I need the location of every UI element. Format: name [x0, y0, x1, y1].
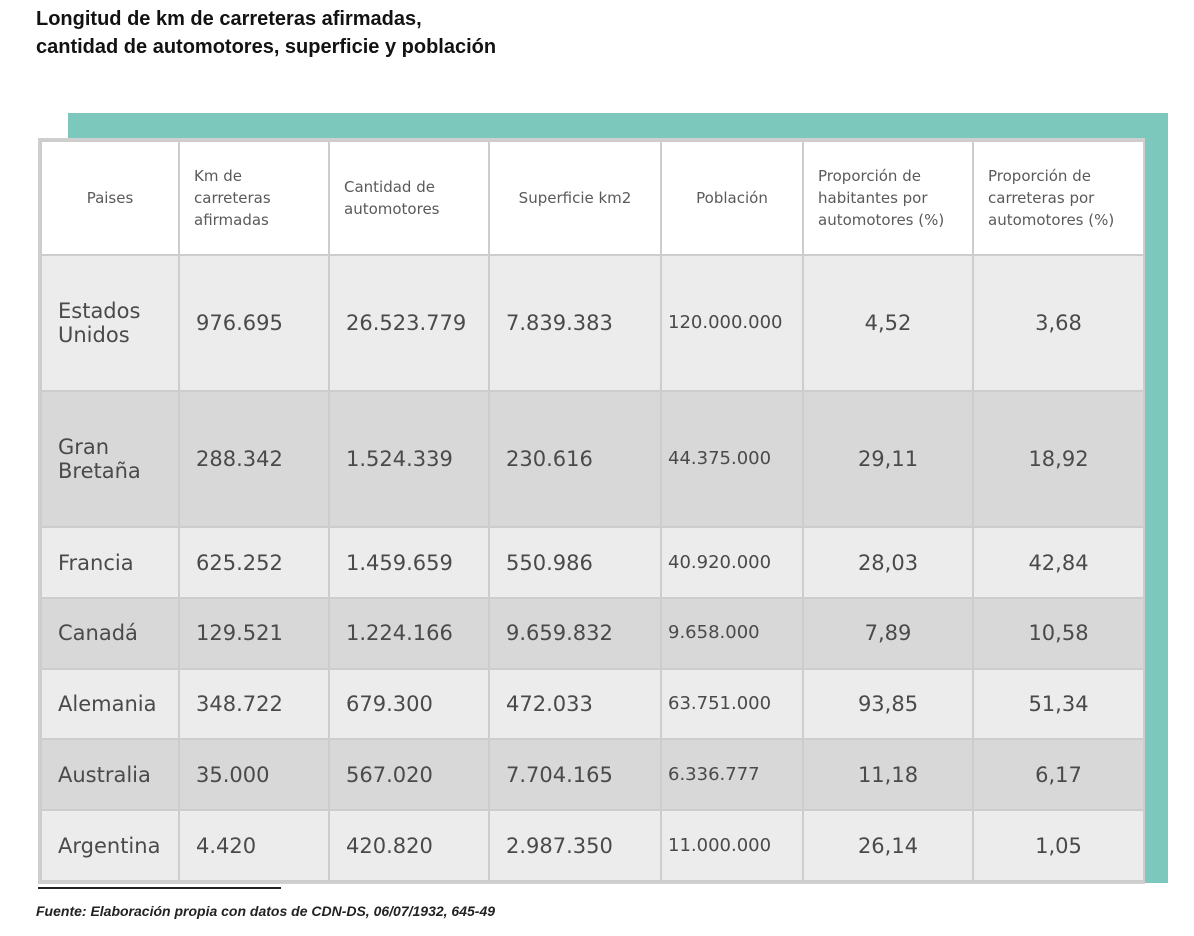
cell-automotores: 420.820: [328, 809, 490, 882]
cell-prop-carreteras: 6,17: [972, 738, 1145, 812]
title-line-2: cantidad de automotores, superficie y po…: [36, 36, 497, 58]
cell-superficie: 7.704.165: [488, 738, 662, 812]
table-header-row: Paises Km de carreteras afirmadas Cantid…: [40, 140, 1145, 256]
cell-prop-carreteras: 1,05: [972, 809, 1145, 882]
source-note: Fuente: Elaboración propia con datos de …: [36, 903, 496, 919]
cell-automotores: 567.020: [328, 738, 490, 812]
cell-superficie: 472.033: [488, 667, 662, 741]
cell-automotores: 26.523.779: [328, 253, 490, 393]
cell-poblacion: 120.000.000: [660, 253, 804, 393]
cell-poblacion: 11.000.000: [660, 809, 804, 882]
header-superficie: Superficie km2: [488, 140, 662, 256]
cell-prop-carreteras: 51,34: [972, 667, 1145, 741]
cell-prop-carreteras: 18,92: [972, 390, 1145, 529]
cell-country: Canadá: [40, 596, 180, 670]
cell-poblacion: 63.751.000: [660, 667, 804, 741]
table-row: Francia 625.252 1.459.659 550.986 40.920…: [40, 526, 1145, 599]
header-paises: Paises: [40, 140, 180, 256]
cell-country: Argentina: [40, 809, 180, 882]
cell-automotores: 1.524.339: [328, 390, 490, 529]
cell-prop-habitantes: 28,03: [802, 526, 974, 599]
header-proporcion-carreteras: Proporción de carreteras por automotores…: [972, 140, 1145, 256]
cell-prop-carreteras: 42,84: [972, 526, 1145, 599]
cell-country: Gran Bretaña: [40, 390, 180, 529]
cell-superficie: 550.986: [488, 526, 662, 599]
cell-poblacion: 6.336.777: [660, 738, 804, 812]
cell-prop-habitantes: 29,11: [802, 390, 974, 529]
cell-poblacion: 44.375.000: [660, 390, 804, 529]
header-proporcion-habitantes: Proporción de habitantes por automotores…: [802, 140, 974, 256]
cell-poblacion: 9.658.000: [660, 596, 804, 670]
cell-country: Francia: [40, 526, 180, 599]
cell-superficie: 9.659.832: [488, 596, 662, 670]
cell-prop-carreteras: 3,68: [972, 253, 1145, 393]
cell-automotores: 679.300: [328, 667, 490, 741]
cell-prop-habitantes: 7,89: [802, 596, 974, 670]
table-row: Estados Unidos 976.695 26.523.779 7.839.…: [40, 253, 1145, 393]
cell-prop-habitantes: 26,14: [802, 809, 974, 882]
table-row: Australia 35.000 567.020 7.704.165 6.336…: [40, 738, 1145, 812]
title-line-1: Longitud de km de carreteras afirmadas,: [36, 8, 422, 30]
cell-country: Australia: [40, 738, 180, 812]
table-row: Alemania 348.722 679.300 472.033 63.751.…: [40, 667, 1145, 741]
table-row: Argentina 4.420 420.820 2.987.350 11.000…: [40, 809, 1145, 882]
cell-prop-habitantes: 4,52: [802, 253, 974, 393]
cell-automotores: 1.224.166: [328, 596, 490, 670]
cell-prop-habitantes: 11,18: [802, 738, 974, 812]
table-row: Gran Bretaña 288.342 1.524.339 230.616 4…: [40, 390, 1145, 529]
cell-superficie: 7.839.383: [488, 253, 662, 393]
cell-automotores: 1.459.659: [328, 526, 490, 599]
cell-poblacion: 40.920.000: [660, 526, 804, 599]
cell-km: 976.695: [178, 253, 330, 393]
cell-superficie: 2.987.350: [488, 809, 662, 882]
data-table-container: Paises Km de carreteras afirmadas Cantid…: [40, 140, 1145, 882]
cell-country: Estados Unidos: [40, 253, 180, 393]
cell-prop-carreteras: 10,58: [972, 596, 1145, 670]
header-km-carreteras: Km de carreteras afirmadas: [178, 140, 330, 256]
cell-km: 348.722: [178, 667, 330, 741]
cell-km: 129.521: [178, 596, 330, 670]
cell-km: 35.000: [178, 738, 330, 812]
cell-prop-habitantes: 93,85: [802, 667, 974, 741]
page-title: Longitud de km de carreteras afirmadas, …: [36, 5, 736, 61]
table-row: Canadá 129.521 1.224.166 9.659.832 9.658…: [40, 596, 1145, 670]
source-divider: [38, 887, 281, 889]
header-poblacion: Población: [660, 140, 804, 256]
cell-country: Alemania: [40, 667, 180, 741]
cell-km: 625.252: [178, 526, 330, 599]
cell-km: 288.342: [178, 390, 330, 529]
cell-superficie: 230.616: [488, 390, 662, 529]
cell-km: 4.420: [178, 809, 330, 882]
data-table: Paises Km de carreteras afirmadas Cantid…: [40, 140, 1145, 882]
header-automotores: Cantidad de automotores: [328, 140, 490, 256]
